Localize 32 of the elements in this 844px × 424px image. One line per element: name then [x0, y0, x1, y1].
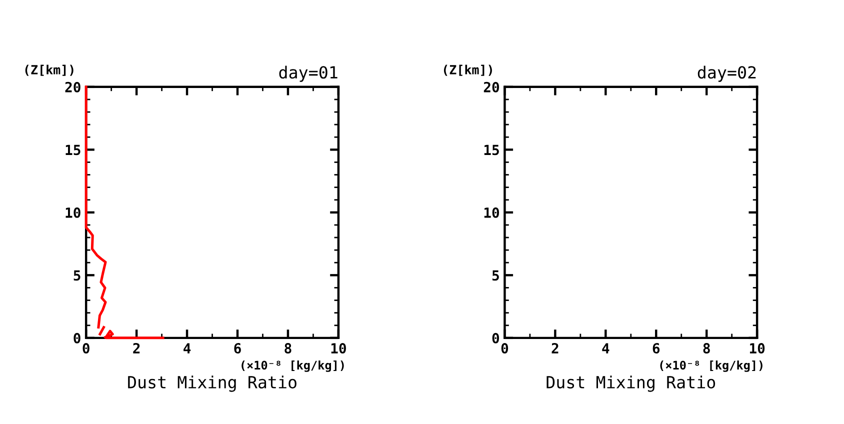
- y-tick-label: 5: [74, 270, 80, 281]
- x-tick-label: 6: [652, 343, 660, 354]
- y-tick-label: 0: [74, 332, 80, 344]
- x-tick-label: 10: [331, 343, 346, 354]
- chart-title: day=02: [698, 66, 756, 82]
- x-tick-label: 4: [602, 343, 610, 354]
- line-series: [84, 86, 107, 329]
- y-axis-title: (Z[km]): [444, 64, 492, 76]
- x-tick-label: 2: [133, 343, 140, 354]
- x-tick-label: 0: [82, 343, 90, 354]
- x-tick-label: 2: [552, 343, 558, 354]
- x-tick-label: 4: [184, 343, 191, 354]
- y-tick-label: 0: [492, 332, 500, 344]
- line-series: [104, 330, 164, 340]
- text: (×10⁻⁸ [kg/kg]): [242, 360, 344, 372]
- x-tick-label: 8: [284, 343, 292, 354]
- x-axis-title: Dust Mixing Ratio: [546, 376, 716, 392]
- x-tick-label: 8: [703, 343, 710, 354]
- x-axis-title: Dust Mixing Ratio: [128, 376, 296, 392]
- y-tick-label: 20: [65, 82, 80, 92]
- y-tick-label: 15: [484, 144, 499, 156]
- chart-title: day=01: [279, 66, 338, 82]
- y-tick-label: 10: [484, 207, 500, 218]
- text: (×10⁻⁸ [kg/kg]): [660, 360, 762, 372]
- y-tick-label: 15: [66, 144, 80, 156]
- y-tick-label: 10: [66, 207, 80, 218]
- x-tick-label: 10: [750, 343, 765, 354]
- y-axis-title: (Z[km]): [25, 64, 74, 76]
- x-tick-label: 0: [501, 343, 508, 354]
- y-tick-label: 5: [492, 270, 499, 281]
- x-tick-label: 6: [234, 343, 241, 354]
- y-tick-label: 20: [484, 82, 500, 92]
